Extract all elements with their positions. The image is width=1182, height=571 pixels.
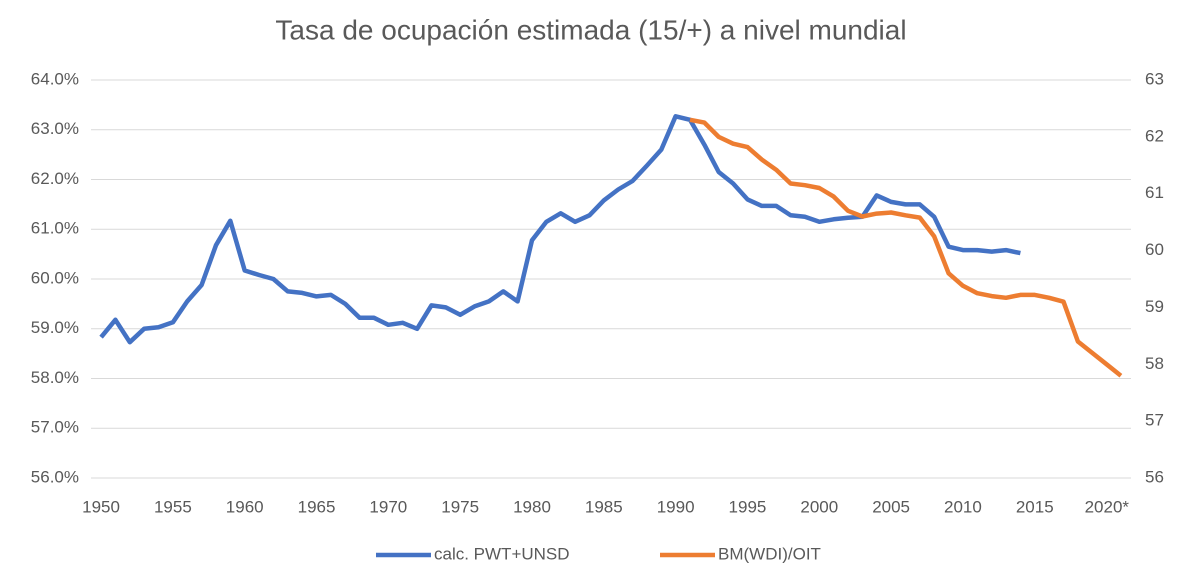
y-tick-label: 62.0% <box>31 169 79 188</box>
legend-label: calc. PWT+UNSD <box>434 544 570 563</box>
x-tick-label: 2015 <box>1016 497 1054 516</box>
x-tick-label: 2000 <box>800 497 838 516</box>
x-tick-label: 1960 <box>226 497 264 516</box>
x-tick-label: 1955 <box>154 497 192 516</box>
y2-tick-label: 59 <box>1145 297 1164 316</box>
x-tick-label: 1965 <box>298 497 336 516</box>
y2-tick-label: 60 <box>1145 240 1164 259</box>
y-tick-label: 56.0% <box>31 467 79 486</box>
y-tick-label: 63.0% <box>31 119 79 138</box>
y-tick-label: 64.0% <box>31 69 79 88</box>
x-tick-label: 1985 <box>585 497 623 516</box>
y-tick-label: 60.0% <box>31 268 79 287</box>
x-tick-label: 1970 <box>369 497 407 516</box>
y-tick-label: 61.0% <box>31 219 79 238</box>
x-tick-label: 1990 <box>657 497 695 516</box>
x-tick-label: 2005 <box>872 497 910 516</box>
x-tick-label: 1975 <box>441 497 479 516</box>
y2-tick-label: 56 <box>1145 467 1164 486</box>
y2-tick-label: 61 <box>1145 183 1164 202</box>
chart-title: Tasa de ocupación estimada (15/+) a nive… <box>275 14 906 45</box>
x-tick-label: 2010 <box>944 497 982 516</box>
x-tick-label: 1950 <box>82 497 120 516</box>
y2-tick-label: 57 <box>1145 411 1164 430</box>
x-tick-label: 1995 <box>729 497 767 516</box>
y-tick-label: 58.0% <box>31 368 79 387</box>
legend-label: BM(WDI)/OIT <box>718 544 821 563</box>
y-tick-label: 57.0% <box>31 418 79 437</box>
y2-tick-label: 62 <box>1145 126 1164 145</box>
y2-tick-label: 63 <box>1145 69 1164 88</box>
series-line <box>99 114 1021 345</box>
x-tick-label: 1980 <box>513 497 551 516</box>
series-line <box>689 117 1123 378</box>
y-tick-label: 59.0% <box>31 318 79 337</box>
y2-tick-label: 58 <box>1145 354 1164 373</box>
x-tick-label: 2020* <box>1085 497 1130 516</box>
